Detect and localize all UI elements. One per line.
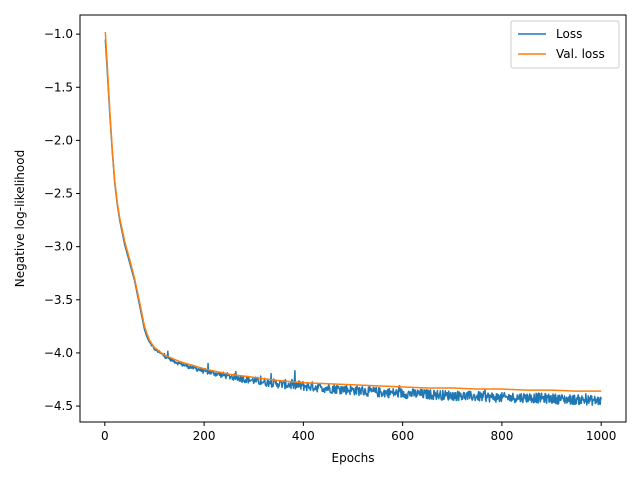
y-tick-label: −1.5 [44,80,73,94]
y-axis-label: Negative log-likelihood [13,150,27,287]
x-tick-label: 600 [391,429,414,443]
x-tick-label: 800 [490,429,513,443]
series-line-val-loss [104,31,602,392]
y-axis: −1.0 −1.5 −2.0 −2.5 −3.0 −3.5 −4.0 −4.5 [44,27,80,413]
axes-frame [79,14,627,423]
x-tick-label: 1000 [586,429,617,443]
x-axis: 0 200 400 600 800 1000 [101,422,616,443]
y-tick-label: −3.5 [44,293,73,307]
y-tick-label: −4.0 [44,346,73,360]
plot-area [104,31,602,406]
legend: Loss Val. loss [510,20,620,69]
y-tick-label: −1.0 [44,27,73,41]
y-tick-label: −2.5 [44,187,73,201]
x-axis-label: Epochs [332,451,375,465]
x-tick-label: 400 [292,429,315,443]
y-tick-label: −4.5 [44,399,73,413]
series-line-loss [104,39,602,406]
y-tick-label: −3.0 [44,240,73,254]
x-tick-label: 0 [101,429,109,443]
legend-box [510,20,620,69]
legend-label-val-loss: Val. loss [556,47,605,61]
x-tick-label: 200 [193,429,216,443]
y-tick-label: −2.0 [44,133,73,147]
legend-label-loss: Loss [556,27,582,41]
